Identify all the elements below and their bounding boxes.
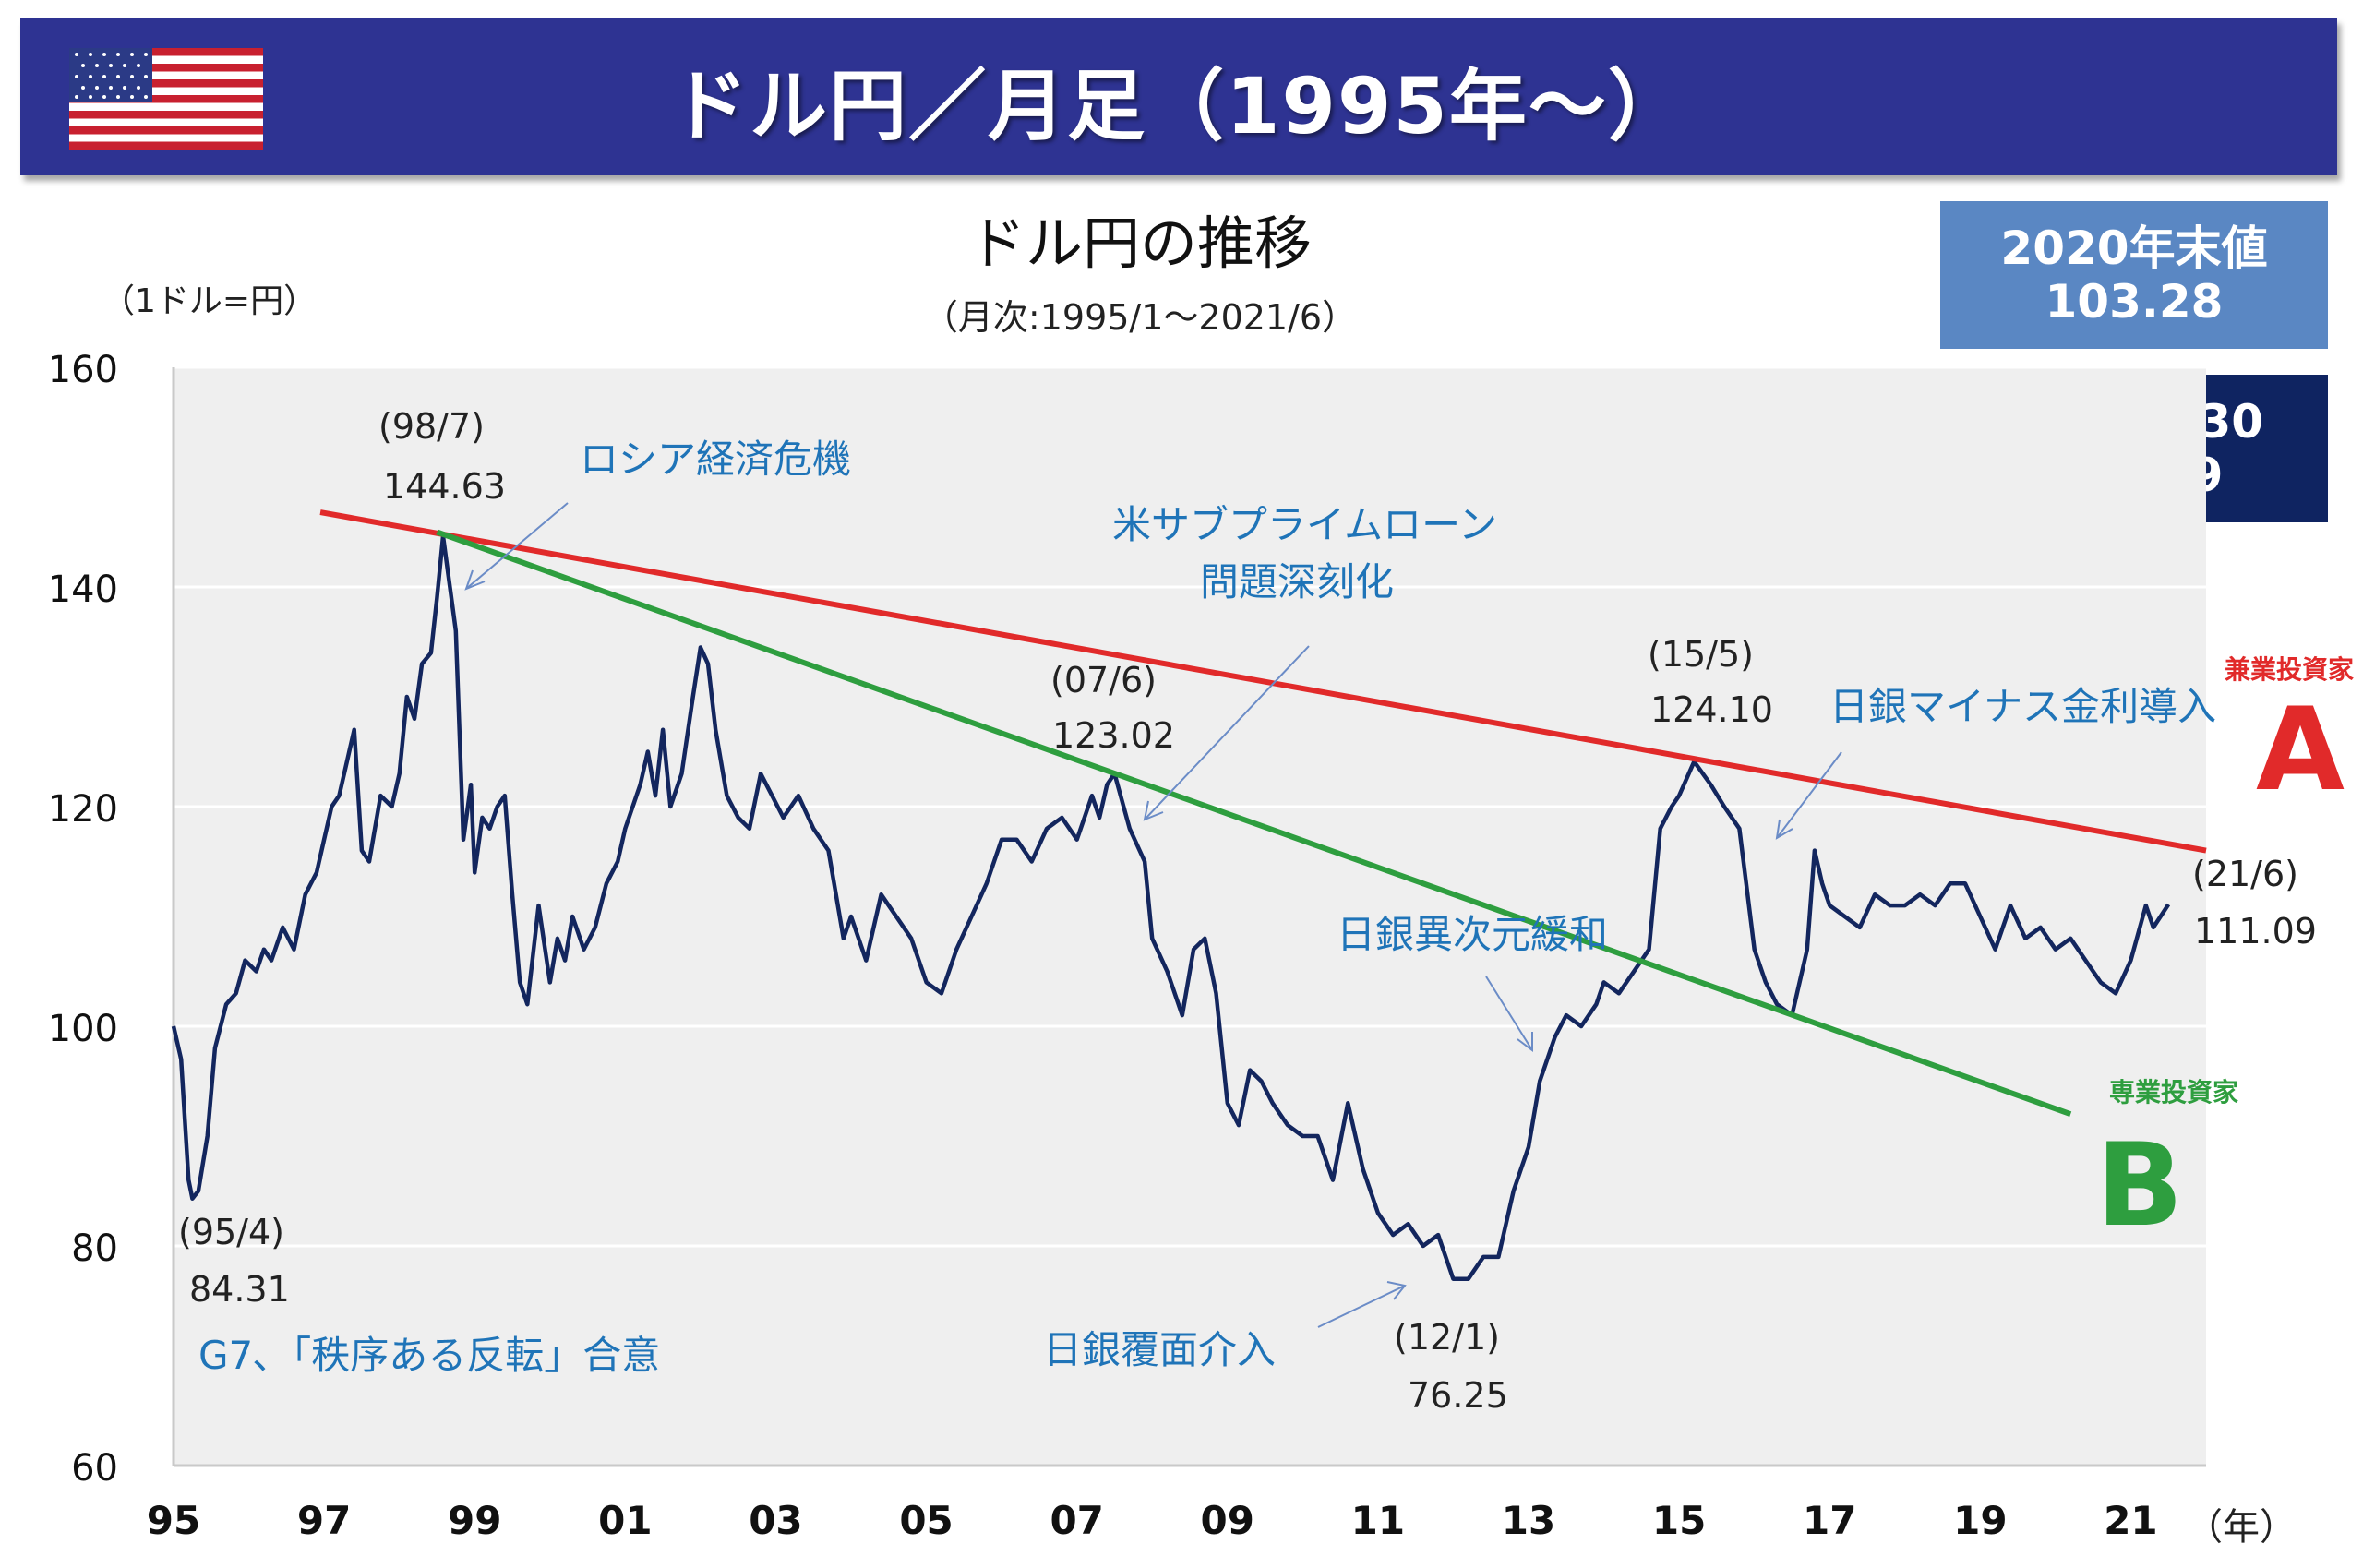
chart-subtitle: （月次:1995/1～2021/6） bbox=[923, 297, 1357, 338]
x-tick-15: 15 bbox=[1652, 1498, 1706, 1543]
us-flag-icon bbox=[69, 48, 263, 150]
x-tick-01: 01 bbox=[598, 1498, 652, 1543]
page-title: ドル円／月足（1995年～） bbox=[670, 61, 1687, 151]
trendline-a bbox=[319, 509, 2207, 854]
x-tick-11: 11 bbox=[1351, 1498, 1405, 1543]
year-end-2020-label: 2020年末値 bbox=[2000, 221, 2268, 275]
y-tick-80: 80 bbox=[71, 1227, 118, 1270]
x-tick-13: 13 bbox=[1502, 1498, 1555, 1543]
event-subprime-2: 問題深刻化 bbox=[1200, 559, 1394, 604]
arrow-russia bbox=[465, 502, 569, 590]
annotation-arrows bbox=[464, 502, 1842, 1328]
event-subprime-1: 米サブプライムローン bbox=[1112, 502, 1497, 547]
y-axis-unit: （1ドル=円） bbox=[102, 282, 317, 320]
arrow-boj-easing bbox=[1485, 976, 1533, 1051]
anno-1505-date: (15/5) bbox=[1648, 634, 1754, 675]
arrow-boj-intervention-head bbox=[1386, 1281, 1407, 1300]
usd-jpy-series-line bbox=[171, 533, 2171, 1281]
arrow-russia-head bbox=[464, 569, 486, 591]
arrow-boj-negative-head bbox=[1775, 819, 1793, 840]
anno-1505-value: 124.10 bbox=[1650, 689, 1773, 730]
x-tick-19: 19 bbox=[1953, 1498, 2007, 1543]
anno-9807-date: (98/7) bbox=[378, 406, 485, 447]
arrow-boj-easing-head bbox=[1517, 1032, 1533, 1052]
x-tick-17: 17 bbox=[1803, 1498, 1856, 1543]
chart-title: ドル円の推移 bbox=[968, 209, 1312, 277]
y-tick-100: 100 bbox=[48, 1008, 118, 1050]
trendline-b bbox=[436, 529, 2072, 1118]
trend-b-label: B bbox=[2096, 1119, 2184, 1252]
x-tick-21: 21 bbox=[2104, 1498, 2157, 1543]
anno-2106-date: (21/6) bbox=[2192, 854, 2298, 894]
y-tick-60: 60 bbox=[71, 1447, 118, 1490]
arrow-subprime-head bbox=[1143, 800, 1164, 821]
event-boj-intervention: 日銀覆面介入 bbox=[1043, 1327, 1276, 1372]
arrow-boj-negative bbox=[1776, 751, 1842, 839]
y-tick-labels: 60 80 100 120 140 160 bbox=[48, 349, 118, 1490]
x-axis-unit: （年） bbox=[2186, 1506, 2297, 1549]
trend-a-sublabel: 兼業投資家 bbox=[2225, 654, 2354, 685]
event-g7-agreement: G7､「秩序ある反転」合意 bbox=[198, 1333, 660, 1378]
trend-a-label: A bbox=[2256, 684, 2345, 817]
arrow-boj-intervention bbox=[1317, 1285, 1406, 1328]
event-boj-easing: 日銀異次元緩和 bbox=[1337, 912, 1608, 957]
year-end-2020-box: 2020年末値 103.28 bbox=[1940, 201, 2328, 349]
event-boj-negative-rate: 日銀マイナス金利導入 bbox=[1829, 684, 2216, 729]
year-end-2020-value: 103.28 bbox=[2045, 275, 2224, 329]
title-banner: ドル円／月足（1995年～） bbox=[20, 18, 2337, 175]
x-tick-99: 99 bbox=[448, 1498, 501, 1543]
anno-9504-date: (95/4) bbox=[178, 1212, 284, 1252]
event-annotations: ロシア経済危機 米サブプライムローン 問題深刻化 日銀異次元緩和 日銀覆面介入 … bbox=[198, 437, 2216, 1378]
y-tick-120: 120 bbox=[48, 788, 118, 831]
x-tick-07: 07 bbox=[1050, 1498, 1103, 1543]
x-tick-97: 97 bbox=[297, 1498, 351, 1543]
event-russia-crisis: ロシア経済危機 bbox=[580, 437, 851, 482]
anno-0706-date: (07/6) bbox=[1050, 660, 1157, 700]
anno-2106-value: 111.09 bbox=[2194, 911, 2317, 952]
x-tick-95: 95 bbox=[147, 1498, 200, 1543]
gridlines bbox=[172, 365, 2206, 1467]
x-tick-03: 03 bbox=[749, 1498, 802, 1543]
x-tick-09: 09 bbox=[1201, 1498, 1254, 1543]
x-tick-05: 05 bbox=[899, 1498, 953, 1543]
anno-1201-value: 76.25 bbox=[1408, 1375, 1508, 1416]
trendline-group bbox=[319, 509, 2207, 1118]
x-tick-labels: 95 97 99 01 03 05 07 09 11 13 15 17 19 21 bbox=[147, 1498, 2158, 1543]
y-tick-160: 160 bbox=[48, 349, 118, 391]
trend-b-sublabel: 専業投資家 bbox=[2109, 1077, 2238, 1107]
anno-9807-value: 144.63 bbox=[383, 466, 506, 507]
anno-1201-date: (12/1) bbox=[1394, 1317, 1500, 1358]
anno-0706-value: 123.02 bbox=[1052, 715, 1175, 756]
series-group bbox=[171, 533, 2171, 1281]
anno-9504-value: 84.31 bbox=[189, 1269, 290, 1310]
y-tick-140: 140 bbox=[48, 569, 118, 611]
arrow-subprime bbox=[1144, 645, 1310, 820]
point-annotations: (95/4) 84.31 (98/7) 144.63 (07/6) 123.02… bbox=[178, 406, 2317, 1416]
